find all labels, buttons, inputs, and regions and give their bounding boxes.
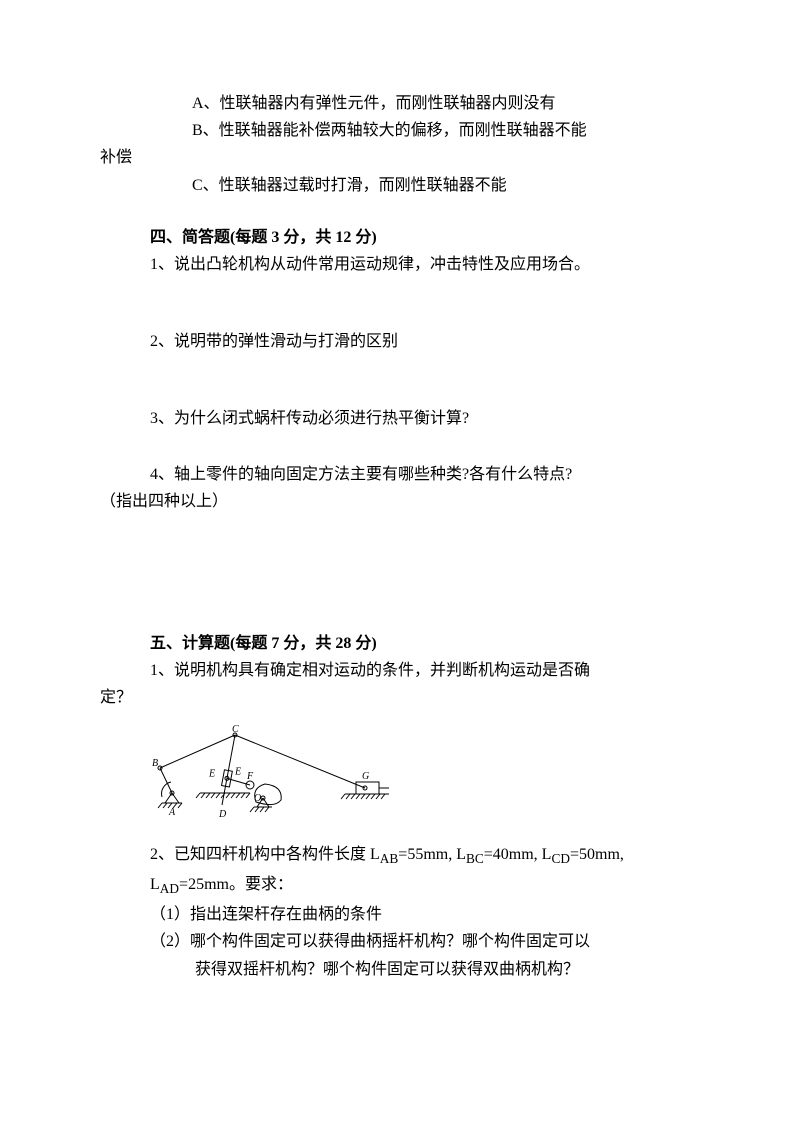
svg-text:D: D (218, 809, 227, 820)
option-b-continuation: 补偿 (100, 144, 700, 171)
q2-sub-bc: BC (466, 852, 484, 867)
section-5-q2-line2: LAD=25mm。要求： (100, 871, 700, 901)
section-4-q4-line2: （指出四种以上） (100, 488, 700, 515)
section-5-q2-sub2-line2: 获得双摇杆机构？哪个构件固定可以获得双曲柄机构？ (100, 956, 700, 983)
q2-l2-pre: L (150, 876, 160, 893)
section-4-heading: 四、简答题(每题 3 分，共 12 分) (100, 224, 700, 251)
q2-sub-cd: CD (551, 852, 570, 867)
svg-text:A: A (168, 807, 176, 818)
q2-sub-ab: AB (380, 852, 399, 867)
option-c: C、性联轴器过载时打滑，而刚性联轴器不能 (100, 172, 700, 199)
q2-text-2: =55mm, L (398, 846, 466, 863)
section-4-q1: 1、说出凸轮机构从动件常用运动规律，冲击特性及应用场合。 (100, 251, 700, 278)
section-4-q4-line1: 4、轴上零件的轴向固定方法主要有哪些种类?各有什么特点? (100, 461, 700, 488)
q2-text-4: =50mm, (570, 846, 624, 863)
mechanism-diagram: ABCDEEFOG (100, 723, 700, 823)
option-a: A、性联轴器内有弹性元件，而刚性联轴器内则没有 (100, 90, 700, 117)
svg-text:E: E (234, 767, 241, 778)
svg-text:F: F (246, 771, 254, 782)
section-5-q1-line2: 定？ (100, 684, 700, 711)
section-4-q2: 2、说明带的弹性滑动与打滑的区别 (100, 328, 700, 355)
option-b: B、性联轴器能补偿两轴较大的偏移，而刚性联轴器不能 (100, 117, 700, 144)
svg-text:B: B (152, 758, 158, 769)
q2-sub-ad: AD (160, 881, 179, 896)
svg-text:O: O (254, 793, 261, 804)
q2-text-3: =40mm, L (484, 846, 552, 863)
section-5-q1-line1: 1、说明机构具有确定相对运动的条件，并判断机构运动是否确 (100, 657, 700, 684)
q2-l2-post: =25mm。要求： (179, 876, 293, 893)
svg-text:G: G (362, 771, 369, 782)
section-4-q3: 3、为什么闭式蜗杆传动必须进行热平衡计算? (100, 405, 700, 432)
section-5-q2-line1: 2、已知四杆机构中各构件长度 LAB=55mm, LBC=40mm, LCD=5… (100, 841, 700, 871)
svg-text:C: C (232, 724, 239, 735)
section-5-q2-sub1: （1）指出连架杆存在曲柄的条件 (100, 901, 700, 928)
q2-text-1: 2、已知四杆机构中各构件长度 L (150, 846, 380, 863)
section-5-heading: 五、计算题(每题 7 分，共 28 分) (100, 630, 700, 657)
svg-text:E: E (208, 769, 215, 780)
section-5-q2-sub2-line1: （2）哪个构件固定可以获得曲柄摇杆机构？哪个构件固定可以 (100, 928, 700, 955)
